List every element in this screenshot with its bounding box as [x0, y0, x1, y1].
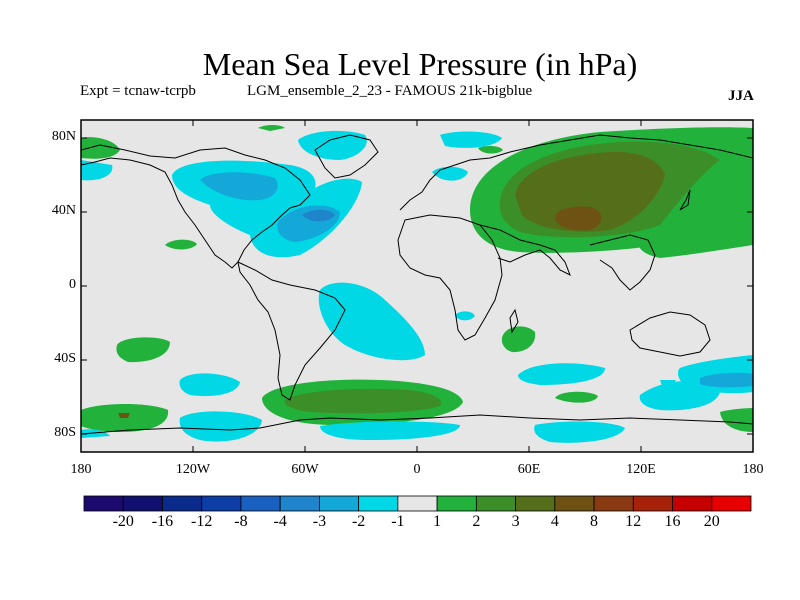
field-greenland-neg1	[298, 130, 367, 160]
field-sw-pacific-pos3	[118, 413, 130, 418]
coastlines	[81, 134, 753, 435]
field-antarctic-neg1	[534, 421, 625, 443]
colorbar-label-10: 3	[511, 513, 520, 530]
colorbar-swatch-12	[554, 495, 595, 512]
lon-label-60e: 60E	[517, 462, 541, 477]
field-pacific-nw-neg1	[81, 160, 113, 181]
colorbar-label-0: -20	[112, 513, 134, 530]
coast-north-america	[81, 144, 311, 269]
colorbar-swatch-10	[475, 495, 516, 512]
colorbar-label-14: 16	[664, 513, 681, 530]
colorbar-label-4: -4	[273, 513, 287, 530]
field-south-pacific-neg1	[179, 373, 240, 397]
colorbar-label-1: -16	[151, 513, 174, 530]
field-southern-atlantic-neg1	[320, 421, 460, 440]
axis-ticks	[81, 120, 753, 452]
colorbar-swatch-1	[122, 495, 163, 512]
season-label: JJA	[728, 88, 754, 104]
colorbar-label-5: -3	[312, 513, 327, 530]
lat-label-40n: 40N	[51, 203, 76, 218]
coast-africa	[397, 214, 503, 341]
colorbar-swatch-9	[436, 495, 477, 512]
field-north-atlantic-pos1	[478, 145, 503, 154]
lat-label-eq: 0	[69, 277, 76, 292]
field-antarctic-neg1b	[81, 429, 110, 438]
lon-label-180w: 180	[70, 462, 92, 477]
field-south-pacific-pos1	[116, 337, 170, 363]
colorbar-swatch-6	[319, 495, 360, 512]
coast-australia	[629, 311, 711, 357]
colorbar-label-3: -8	[234, 513, 248, 530]
field-namerica-neg2	[200, 172, 278, 201]
lon-label-0: 0	[413, 462, 421, 477]
colorbar-label-8: 1	[433, 513, 442, 530]
coast-japan	[679, 189, 691, 211]
field-south-africa-neg1	[455, 311, 475, 321]
field-pacific-pos1	[165, 239, 197, 250]
field-atlantic-neg3	[302, 209, 335, 222]
field-europe-neg1	[432, 166, 468, 181]
coast-se-asia	[589, 234, 656, 291]
lat-label-80n: 80N	[51, 129, 76, 144]
coast-eurasia	[399, 134, 753, 211]
map-title: Mean Sea Level Pressure (in hPa)	[202, 46, 638, 82]
colorbar-label-13: 12	[625, 513, 642, 530]
colorbar-label-6: -2	[351, 513, 366, 530]
lat-label-80s: 80S	[54, 425, 76, 440]
field-atlantic-sw-neg1	[318, 282, 425, 361]
field-eurasia-pos3	[515, 151, 665, 232]
colorbar-swatch-7	[358, 495, 399, 512]
coast-antarctica	[81, 414, 753, 435]
field-east-southern-neg2	[700, 372, 753, 388]
colorbar-swatch-11	[515, 495, 556, 512]
colorbar-label-15: 20	[703, 513, 720, 530]
lat-label-40s: 40S	[54, 351, 76, 366]
lon-label-120w: 120W	[175, 462, 211, 477]
colorbar-label-11: 4	[550, 513, 559, 530]
colorbar-label-7: -1	[391, 513, 405, 530]
colorbar-swatch-0	[83, 495, 124, 512]
colorbar-swatch-15	[672, 495, 713, 512]
field-south-pacific-neg1b	[179, 411, 262, 442]
coast-madagascar	[509, 308, 519, 334]
colorbar-swatch-13	[593, 495, 634, 512]
pressure-anomaly-fields	[81, 125, 753, 443]
colorbar-label-9: 2	[472, 513, 481, 530]
field-indian-south-neg1	[518, 363, 605, 385]
colorbar-label-12: 8	[590, 513, 599, 530]
field-arctic-neg1	[440, 131, 502, 148]
lon-label-120e: 120E	[626, 462, 656, 477]
colorbar	[83, 495, 752, 512]
colorbar-label-2: -12	[191, 513, 213, 530]
field-east-asia-pos1	[638, 205, 753, 258]
field-pacific-east-neg1	[660, 380, 676, 386]
coast-central-south-america	[237, 261, 346, 401]
colorbar-swatch-3	[201, 495, 242, 512]
coast-arabia-india	[479, 224, 571, 277]
field-southern-ocean-pos2	[284, 388, 442, 414]
colorbar-swatch-16	[711, 495, 752, 512]
experiment-label: Expt = tcnaw-tcrpb	[80, 83, 196, 99]
colorbar-swatch-5	[279, 495, 320, 512]
coast-greenland	[314, 134, 379, 179]
colorbar-swatch-14	[632, 495, 673, 512]
lon-label-60w: 60W	[291, 462, 319, 477]
field-arctic-pos1	[258, 125, 285, 131]
colorbar-swatch-4	[240, 495, 281, 512]
field-se-indian-pos1	[555, 391, 598, 403]
colorbar-swatch-2	[162, 495, 203, 512]
lon-label-180e: 180	[742, 462, 764, 477]
field-se-pacific-pos1	[720, 408, 753, 432]
colorbar-swatch-8	[397, 495, 438, 512]
field-indian-pos1	[501, 326, 536, 353]
run-name-label: LGM_ensemble_2_23 - FAMOUS 21k-bigblue	[247, 83, 533, 99]
field-eurasia-pos4	[555, 206, 602, 231]
field-alaska-pos1	[81, 137, 120, 159]
